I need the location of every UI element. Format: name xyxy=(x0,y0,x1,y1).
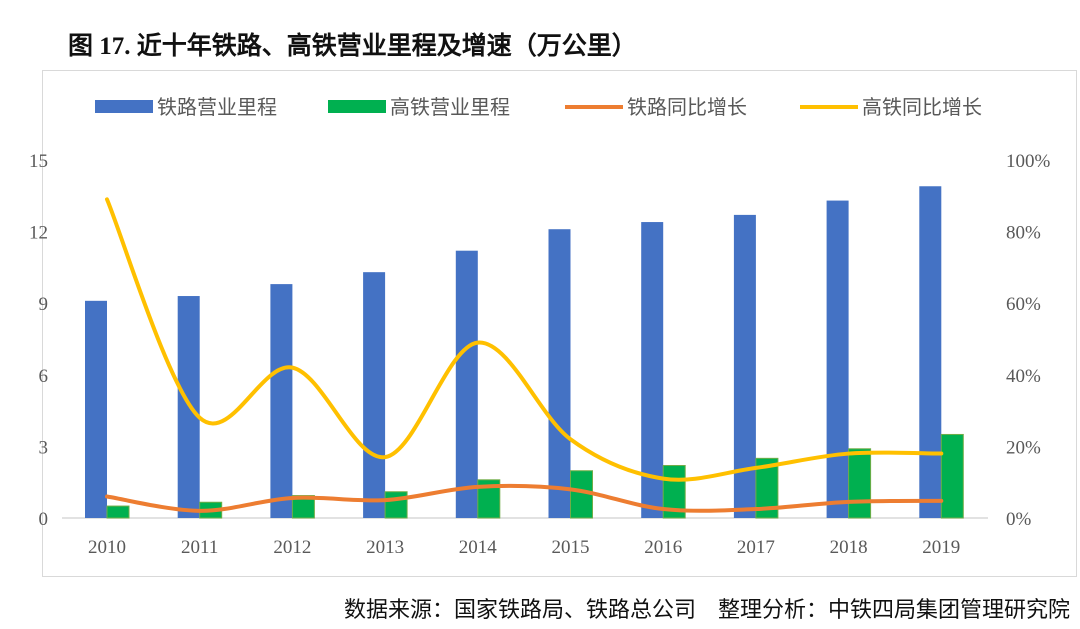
bar-railway-2019 xyxy=(919,186,942,518)
bar-railway-2014 xyxy=(455,250,478,518)
bar-railway-2016 xyxy=(641,222,664,518)
bar-hsr-2012 xyxy=(291,495,315,519)
bar-railway-2010 xyxy=(85,300,107,518)
legend-swatch-0 xyxy=(95,100,153,113)
y-left-tick-label: 15 xyxy=(29,151,48,172)
x-tick-label: 2011 xyxy=(181,537,218,558)
y-left-tick-label: 9 xyxy=(39,294,49,315)
legend-swatch-1 xyxy=(328,100,386,113)
y-right-tick-label: 0% xyxy=(1006,509,1032,530)
bar-hsr-2017 xyxy=(755,457,779,519)
bar-railway-2018 xyxy=(826,200,849,518)
x-tick-label: 2010 xyxy=(88,537,126,558)
bar-railway-2012 xyxy=(270,284,293,518)
legend-label: 高铁同比增长 xyxy=(862,95,982,119)
x-tick-label: 2018 xyxy=(830,537,868,558)
x-tick-label: 2015 xyxy=(552,537,590,558)
chart-frame xyxy=(42,70,1077,577)
line-railway-growth xyxy=(105,483,944,513)
x-tick-label: 2013 xyxy=(366,537,404,558)
x-tick-label: 2012 xyxy=(273,537,311,558)
legend-label: 铁路营业里程 xyxy=(157,95,277,119)
y-left-tick-label: 6 xyxy=(39,366,49,387)
y-right-tick-label: 100% xyxy=(1006,151,1051,172)
y-left-tick-label: 12 xyxy=(29,223,48,244)
bar-railway-2017 xyxy=(733,214,756,519)
y-right-tick-label: 60% xyxy=(1006,294,1041,315)
legend-label: 高铁营业里程 xyxy=(390,95,510,119)
bar-hsr-2018 xyxy=(848,448,872,519)
x-tick-label: 2019 xyxy=(922,537,960,558)
bar-railway-2013 xyxy=(363,272,386,518)
x-tick-label: 2014 xyxy=(459,537,498,558)
y-right-tick-label: 80% xyxy=(1006,223,1041,244)
bar-railway-2015 xyxy=(548,229,571,519)
source-note: 数据来源：国家铁路局、铁路总公司 整理分析：中铁四局集团管理研究院 xyxy=(343,597,1070,622)
bar-hsr-2013 xyxy=(384,491,408,519)
y-left-tick-label: 3 xyxy=(39,437,49,458)
legend-label: 铁路同比增长 xyxy=(627,95,747,119)
bar-hsr-2014 xyxy=(477,479,501,519)
x-tick-label: 2017 xyxy=(737,537,775,558)
y-right-tick-label: 40% xyxy=(1006,366,1041,387)
bar-hsr-2019 xyxy=(940,433,964,519)
chart-title: 图 17. 近十年铁路、高铁营业里程及增速（万公里） xyxy=(68,33,637,60)
line-hsr-growth xyxy=(105,197,944,482)
x-tick-label: 2016 xyxy=(644,537,682,558)
bar-hsr-2010 xyxy=(106,505,130,519)
y-right-tick-label: 20% xyxy=(1006,437,1041,458)
y-left-tick-label: 0 xyxy=(39,509,49,530)
